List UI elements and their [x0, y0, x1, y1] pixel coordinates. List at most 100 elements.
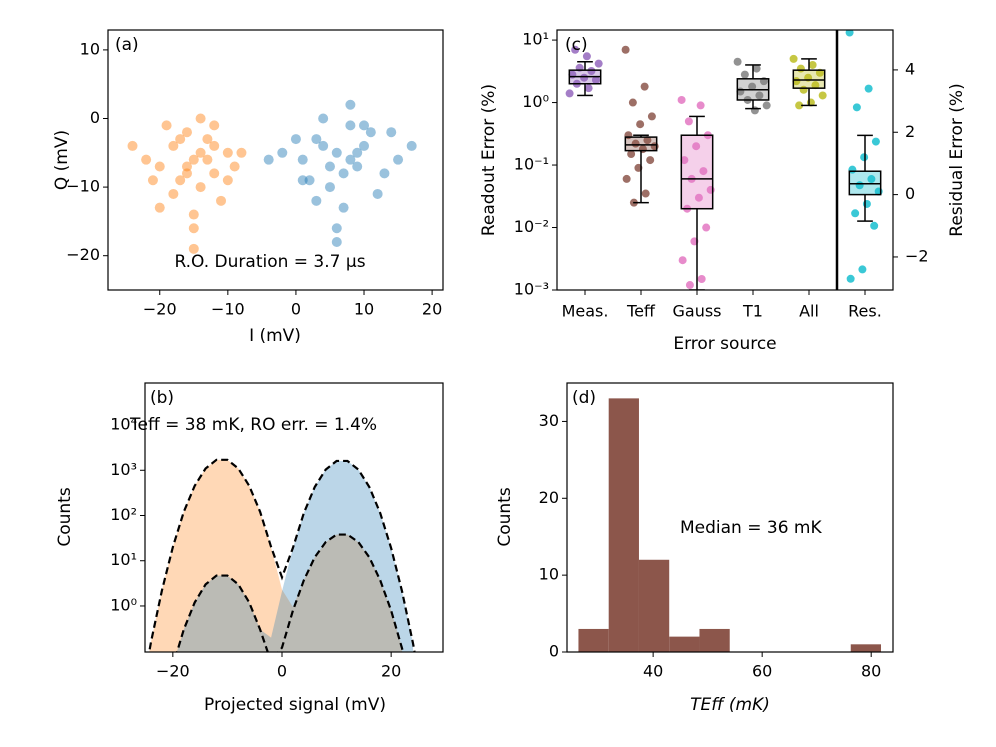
- point: [127, 140, 138, 151]
- point: [852, 103, 861, 112]
- point: [379, 168, 390, 179]
- point: [216, 195, 227, 206]
- point: [677, 95, 686, 104]
- point: [862, 199, 871, 208]
- point: [297, 175, 308, 186]
- histogram-area: [149, 459, 403, 652]
- point: [685, 281, 694, 290]
- point: [678, 256, 687, 265]
- y-axis-label: Q (mV): [52, 130, 72, 190]
- point: [209, 140, 220, 151]
- point: [808, 60, 817, 69]
- annotation: (c): [565, 35, 588, 55]
- fit-line: [175, 533, 405, 652]
- axes-frame: [556, 29, 894, 291]
- point: [587, 67, 596, 76]
- point: [622, 174, 631, 183]
- point: [154, 161, 165, 172]
- histogram-area: [176, 460, 413, 652]
- point: [733, 57, 742, 66]
- point: [795, 101, 804, 110]
- point: [699, 167, 708, 176]
- bar: [669, 636, 700, 652]
- point: [141, 154, 152, 165]
- point: [202, 154, 213, 165]
- y-tick-label: 10⁰: [522, 92, 549, 111]
- point: [647, 112, 656, 121]
- point: [168, 188, 179, 199]
- point: [752, 64, 761, 73]
- point: [188, 243, 199, 254]
- point: [580, 73, 589, 82]
- point: [594, 59, 603, 68]
- y-tick-label: 10⁻²: [514, 217, 549, 236]
- plot-area: [148, 458, 416, 652]
- y-axis-label: Counts: [495, 487, 515, 546]
- point: [154, 202, 165, 213]
- bar: [608, 398, 639, 652]
- y2-tick-label: 0: [905, 184, 915, 203]
- y2-axis-label: Residual Error (%): [947, 83, 967, 236]
- point: [188, 154, 199, 165]
- point: [311, 134, 322, 145]
- point: [181, 168, 192, 179]
- y-tick-label: −20: [66, 245, 100, 264]
- point: [188, 209, 199, 220]
- panel: 40 60 80 0 10 20 30 TEff (mK) Counts (d) Median = …: [495, 382, 894, 715]
- x-tick-label: 10: [354, 300, 374, 319]
- point: [324, 161, 335, 172]
- x-tick-label: −20: [143, 300, 177, 319]
- x-tick-label: Teff: [626, 302, 656, 321]
- point: [762, 101, 771, 110]
- y-tick-label: 10⁰: [110, 595, 137, 614]
- x-tick-label: 40: [643, 662, 663, 681]
- y-tick-label: 30: [539, 411, 559, 430]
- point: [565, 89, 574, 98]
- point: [372, 188, 383, 199]
- point: [290, 134, 301, 145]
- y-tick-label: 10⁻¹: [514, 155, 549, 174]
- point: [318, 113, 329, 124]
- box: [792, 69, 826, 89]
- annotation: (a): [115, 35, 139, 55]
- box: [680, 134, 714, 210]
- point: [161, 120, 172, 131]
- point: [202, 134, 213, 145]
- point: [643, 136, 652, 145]
- point: [851, 209, 860, 218]
- point: [331, 147, 342, 158]
- point: [789, 54, 798, 63]
- point: [338, 202, 349, 213]
- point: [640, 82, 649, 91]
- point: [222, 175, 233, 186]
- y-tick-label: 10⁴: [110, 415, 137, 434]
- plot-area: [565, 30, 883, 290]
- y-tick-label: 0: [90, 108, 100, 127]
- point: [627, 150, 636, 159]
- y-tick-label: 10¹: [522, 30, 549, 49]
- y-axis-label: Readout Error (%): [479, 84, 499, 236]
- point: [195, 147, 206, 158]
- y-tick-label: 10: [539, 565, 559, 584]
- point: [181, 161, 192, 172]
- point: [188, 223, 199, 234]
- point: [750, 106, 759, 115]
- point: [867, 175, 876, 184]
- y-tick-label: 20: [539, 488, 559, 507]
- point: [297, 154, 308, 165]
- point: [393, 154, 404, 165]
- point: [748, 82, 757, 91]
- point: [740, 70, 749, 79]
- point: [692, 142, 701, 151]
- point: [175, 175, 186, 186]
- point: [641, 189, 650, 198]
- point: [818, 91, 827, 100]
- point: [304, 175, 315, 186]
- y2-tick-label: −2: [905, 246, 929, 265]
- axes-frame: [107, 29, 444, 291]
- y-tick-label: 0: [549, 642, 559, 661]
- point: [209, 168, 220, 179]
- annotation: Teff = 38 mK, RO err. = 1.4%: [129, 415, 377, 435]
- x-axis-label: Projected signal (mV): [204, 695, 386, 715]
